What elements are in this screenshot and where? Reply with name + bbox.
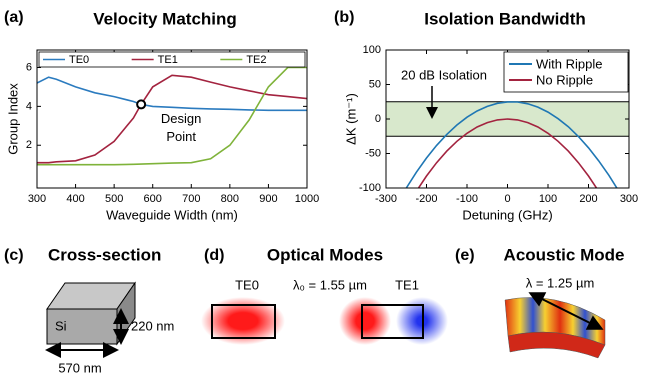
y-axis-label: ΔK (m⁻¹) xyxy=(343,93,358,145)
x-tick-label: -200 xyxy=(415,193,437,205)
y-tick-label: -100 xyxy=(359,182,381,194)
legend-label: TE1 xyxy=(158,54,178,66)
wavelength-arrow xyxy=(528,292,604,330)
x-tick-label: 400 xyxy=(66,193,84,205)
x-tick-label: 0 xyxy=(504,193,510,205)
panel-label: (c) xyxy=(4,247,24,264)
panel-title: Optical Modes xyxy=(267,245,383,264)
panel-label: (a) xyxy=(4,9,24,26)
panel-title: Cross-section xyxy=(48,245,161,264)
x-tick-label: 1000 xyxy=(295,193,319,205)
y-tick-label: 4 xyxy=(26,100,32,112)
height-label: 220 nm xyxy=(131,318,174,333)
legend-label: With Ripple xyxy=(536,56,602,71)
mode-label: TE1 xyxy=(395,277,419,292)
y-tick-label: 100 xyxy=(363,44,381,56)
plot-frame xyxy=(36,49,308,189)
legend-box xyxy=(38,51,306,68)
panel-label: (d) xyxy=(204,247,224,264)
y-tick-label: -50 xyxy=(365,147,381,159)
panel-label: (b) xyxy=(334,9,354,26)
box-front xyxy=(46,308,118,345)
waveguide-outline xyxy=(211,304,276,339)
y-tick-label: 0 xyxy=(375,113,381,125)
x-tick-label: 900 xyxy=(259,193,277,205)
annotation: 20 dB Isolation xyxy=(401,67,487,82)
y-tick-label: 2 xyxy=(26,139,32,151)
wavelength-label: λ = 1.25 µm xyxy=(526,275,595,290)
design-point xyxy=(136,99,147,110)
panel-title: Acoustic Mode xyxy=(504,245,625,264)
data-line xyxy=(417,118,598,188)
x-axis-label: Waveguide Width (nm) xyxy=(106,207,238,222)
x-tick-label: 200 xyxy=(579,193,597,205)
annotation: Point xyxy=(166,129,196,144)
x-tick-label: -100 xyxy=(456,193,478,205)
x-tick-label: -300 xyxy=(375,193,397,205)
panel-label: (e) xyxy=(455,247,475,264)
x-tick-label: 300 xyxy=(620,193,638,205)
y-tick-label: 6 xyxy=(26,61,32,73)
y-axis-label: Group Index xyxy=(5,83,20,155)
legend-label: No Ripple xyxy=(536,72,593,87)
chart-title: Isolation Bandwidth xyxy=(424,9,586,28)
x-tick-label: 800 xyxy=(221,193,239,205)
mode-field xyxy=(201,297,285,345)
chart-title: Velocity Matching xyxy=(93,9,237,28)
acoustic-slab-side xyxy=(507,331,606,359)
annotation: Design xyxy=(161,111,201,126)
x-tick-label: 500 xyxy=(105,193,123,205)
width-label: 570 nm xyxy=(58,360,101,375)
material-label: Si xyxy=(55,318,67,333)
data-line xyxy=(37,74,307,164)
plot-frame xyxy=(385,49,630,189)
x-axis-label: Detuning (GHz) xyxy=(462,207,552,222)
waveguide-outline xyxy=(361,304,424,339)
data-line xyxy=(37,66,307,166)
legend-label: TE2 xyxy=(246,54,266,66)
x-tick-label: 100 xyxy=(539,193,557,205)
x-tick-label: 700 xyxy=(182,193,200,205)
x-tick-label: 300 xyxy=(28,193,46,205)
data-line xyxy=(405,101,618,188)
y-tick-label: 50 xyxy=(369,78,381,90)
wavelength-label: λ₀ = 1.55 µm xyxy=(293,277,367,292)
mode-field xyxy=(339,297,391,345)
mode-label: TE0 xyxy=(235,277,259,292)
legend-box xyxy=(503,51,629,93)
legend-label: TE0 xyxy=(69,54,89,66)
x-tick-label: 600 xyxy=(144,193,162,205)
